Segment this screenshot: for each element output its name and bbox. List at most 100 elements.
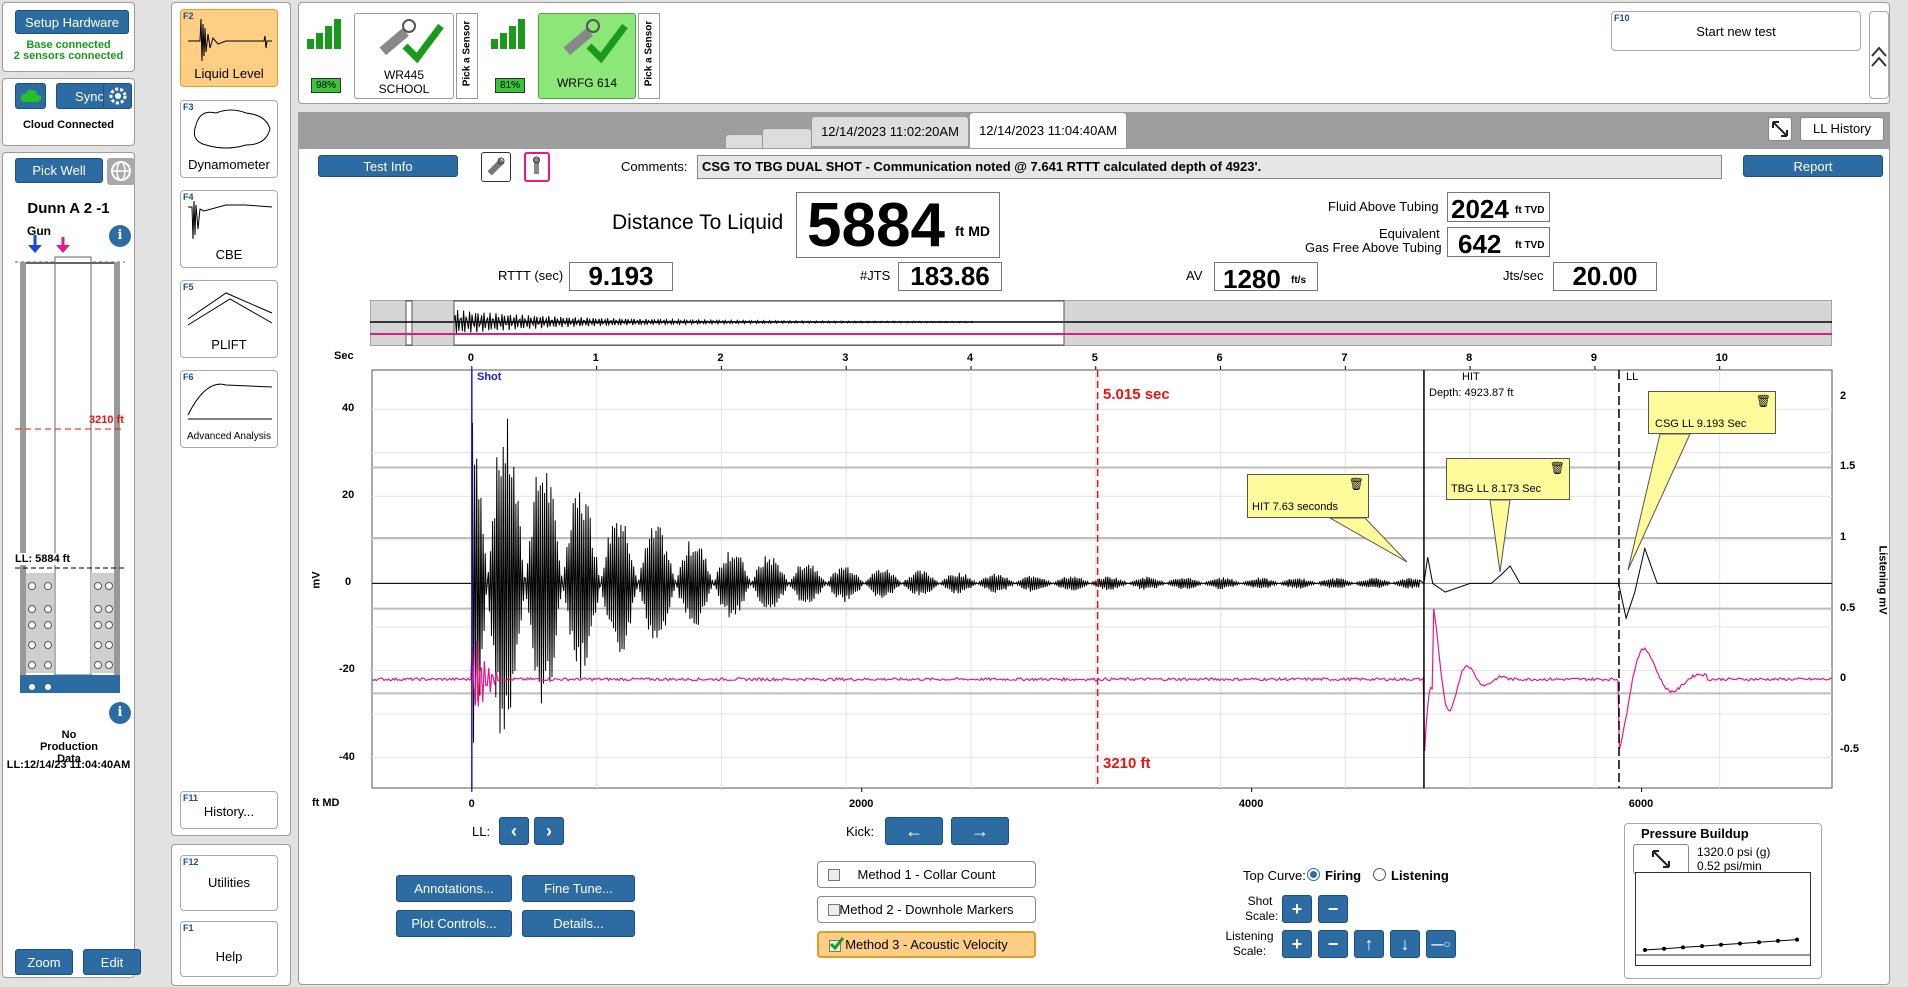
overview-strip[interactable] [370, 300, 1832, 346]
tab-test-1[interactable]: 12/14/2023 11:02:20AM [811, 116, 969, 146]
fine-tune-button[interactable]: Fine Tune... [522, 875, 635, 902]
collapse-button[interactable] [1869, 11, 1889, 99]
pressure-expand-button[interactable] [1633, 844, 1689, 874]
equivalent-label: Equivalent [1379, 226, 1440, 241]
info-icon[interactable]: i [109, 225, 131, 247]
callout-tbg-ll[interactable]: TBG LL 8.173 Sec 🗑 [1446, 458, 1570, 500]
trash-icon[interactable]: 🗑 [1549, 461, 1565, 475]
advanced-analysis-button[interactable]: F6 Advanced Analysis [180, 370, 278, 448]
ll-marker-label: LL [1626, 371, 1639, 383]
listening-shift-up-button[interactable]: ↑ [1354, 930, 1384, 958]
dynamometer-button[interactable]: F3 Dynamometer [180, 100, 278, 178]
pick-sensor-tab[interactable]: Pick a Sensor [456, 13, 478, 99]
listening-shift-down-button[interactable]: ↓ [1390, 930, 1420, 958]
double-chevron-up-icon [1871, 46, 1887, 67]
pressure-buildup-chart[interactable] [1635, 872, 1811, 966]
pick-well-button[interactable]: Pick Well [15, 158, 103, 183]
av-label: AV [1186, 268, 1203, 283]
pressure-buildup-title: Pressure Buildup [1641, 826, 1749, 841]
method-1-checkbox[interactable] [828, 869, 840, 881]
method-2-button[interactable]: Method 2 - Downhole Markers [817, 896, 1036, 923]
ll-prev-button[interactable]: ‹ [499, 817, 529, 845]
x-top-tick-label: 6 [1216, 352, 1223, 364]
sensor-card-wrfg614[interactable]: WRFG 614 [538, 13, 636, 99]
well-name: Dunn A 2 -1 [27, 200, 110, 217]
liquid-level-button[interactable]: F2 Liquid Level [180, 9, 278, 87]
shot-scale-plus-button[interactable]: + [1282, 895, 1312, 923]
shot-scale-minus-button[interactable]: − [1318, 895, 1348, 923]
zoom-button[interactable]: Zoom [15, 949, 73, 975]
x-bottom-tick-label: 4000 [1238, 798, 1264, 810]
x-top-tick-label: 10 [1715, 352, 1728, 364]
help-button[interactable]: F1 Help [180, 921, 278, 977]
method-1-button[interactable]: Method 1 - Collar Count [817, 861, 1036, 888]
listening-scale-plus-button[interactable]: + [1282, 930, 1312, 958]
utilities-button[interactable]: F12 Utilities [180, 855, 278, 911]
ll-history-button[interactable]: LL History [1800, 117, 1884, 141]
cloud-button[interactable] [15, 83, 46, 109]
pick-sensor-label: Pick a Sensor [461, 20, 473, 87]
tab-empty-2[interactable] [762, 128, 812, 148]
callout-csg-ll[interactable]: CSG LL 9.193 Sec 🗑 [1648, 391, 1776, 434]
callout-hit[interactable]: HIT 7.63 seconds 🗑 [1247, 474, 1369, 518]
method-3-checkbox[interactable] [829, 937, 845, 952]
liquid-level-icon [188, 18, 272, 62]
production-info-icon[interactable]: i [109, 702, 131, 724]
hit-depth-label: Depth: 4923.87 ft [1429, 387, 1514, 399]
listening-reset-button[interactable]: —○ [1426, 930, 1456, 958]
sensor-card-wr445[interactable]: WR445 SCHOOL [354, 13, 454, 99]
settings-button[interactable] [103, 83, 132, 109]
firing-radio[interactable] [1307, 868, 1320, 881]
tab-test-2[interactable]: 12/14/2023 11:04:40AM [969, 112, 1127, 148]
comments-label: Comments: [621, 159, 688, 174]
pressure-rate: 0.52 psi/min [1697, 859, 1762, 873]
test-info-button[interactable]: Test Info [318, 155, 458, 177]
expand-button[interactable] [1768, 117, 1792, 141]
trash-icon[interactable]: 🗑 [1755, 394, 1771, 408]
listen-sensor-toggle[interactable] [524, 152, 550, 182]
sensor-gun-check-icon [379, 19, 444, 64]
shot-gun-toggle[interactable] [481, 152, 511, 182]
kick-next-button[interactable]: → [951, 817, 1009, 845]
cloud-connected-status: Cloud Connected [22, 119, 115, 131]
fkey-label: F2 [183, 11, 194, 21]
setup-hardware-button[interactable]: Setup Hardware [15, 10, 129, 34]
fluid-above-tubing-label: Fluid Above Tubing [1328, 199, 1439, 214]
kick-prev-button[interactable]: ← [885, 817, 943, 845]
trash-icon[interactable]: 🗑 [1348, 477, 1364, 491]
details-button[interactable]: Details... [522, 910, 635, 937]
plot-controls-button[interactable]: Plot Controls... [396, 910, 512, 937]
pick-sensor-tab[interactable]: Pick a Sensor [638, 13, 660, 99]
y-left-tick-label: 20 [342, 489, 355, 502]
sensor-name: WRFG 614 [556, 76, 617, 90]
method-label: Method 2 - Downhole Markers [839, 902, 1014, 917]
ll-next-button[interactable]: › [534, 817, 564, 845]
wellbore-diagram [15, 235, 125, 693]
history-button[interactable]: F11 History... [180, 791, 278, 829]
listening-scale-minus-button[interactable]: − [1318, 930, 1348, 958]
edit-button[interactable]: Edit [83, 949, 141, 975]
pressure-point [1719, 942, 1723, 947]
fkey-label: Liquid Level [194, 66, 264, 81]
acoustic-chart[interactable] [298, 346, 1898, 806]
plift-button[interactable]: F5 PLIFT [180, 280, 278, 358]
gear-icon [109, 87, 126, 105]
globe-icon [111, 161, 131, 181]
sensor-gun-check-icon [563, 19, 628, 64]
x-top-tick-label: 9 [1590, 352, 1598, 364]
comments-field[interactable]: CSG TO TBG DUAL SHOT - Communication not… [697, 155, 1722, 179]
annotations-button[interactable]: Annotations... [396, 875, 512, 902]
listening-radio[interactable] [1373, 868, 1386, 881]
tab-empty-1[interactable] [725, 134, 765, 148]
cbe-button[interactable]: F4 CBE [180, 190, 278, 268]
start-new-test-button[interactable]: F10 Start new test [1611, 11, 1861, 51]
hit-marker-label: HIT [1462, 371, 1480, 383]
no-production-label: No Production Data [39, 729, 99, 765]
method-3-button[interactable]: Method 3 - Acoustic Velocity [817, 931, 1036, 958]
method-2-checkbox[interactable] [828, 904, 840, 916]
gun-icon [487, 157, 505, 176]
well-panel: Pick Well Dunn A 2 -1 Gun i 3210 ft LL: … [2, 152, 141, 978]
report-button[interactable]: Report [1743, 155, 1883, 177]
kick-nav-label: Kick: [846, 824, 875, 839]
globe-button[interactable] [107, 158, 135, 185]
